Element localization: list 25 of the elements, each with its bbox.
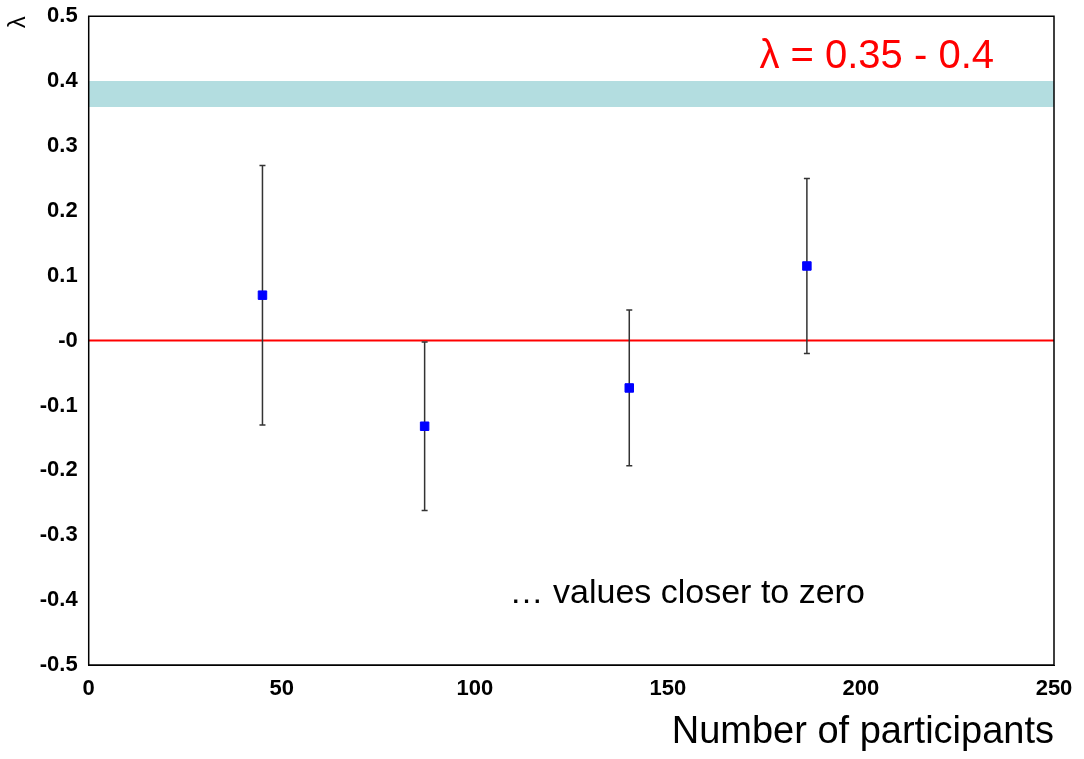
band-label: λ = 0.35 - 0.4 — [759, 32, 994, 77]
y-tick-label: 0.4 — [47, 67, 79, 93]
point — [624, 383, 635, 393]
y-tick-label: -0.3 — [39, 521, 78, 547]
point — [419, 421, 430, 431]
y-tick-label: -0.5 — [39, 651, 78, 677]
x-tick-label: 50 — [269, 675, 295, 701]
x-tick-label: 200 — [842, 675, 880, 701]
y-tick-label: 0.1 — [47, 261, 78, 287]
x-tick-label: 100 — [456, 675, 494, 701]
y-tick-label: -0.1 — [39, 391, 78, 417]
point — [257, 290, 268, 300]
point — [802, 261, 812, 271]
x-tick-label: 0 — [82, 675, 95, 701]
y-tick-label: -0 — [58, 326, 78, 352]
x-axis-title: Number of participants — [671, 708, 1054, 751]
y-tick-label: 0.2 — [47, 196, 78, 222]
x-tick-label: 250 — [1035, 675, 1073, 701]
y-tick-label: 0.3 — [47, 132, 78, 158]
y-axis-title: λ — [3, 16, 31, 29]
y-tick-label: 0.5 — [47, 2, 78, 28]
y-tick-label: -0.2 — [39, 456, 78, 482]
y-tick-label: -0.4 — [39, 586, 79, 612]
x-tick-label: 150 — [649, 675, 687, 701]
annotation: … values closer to zero — [509, 572, 865, 611]
